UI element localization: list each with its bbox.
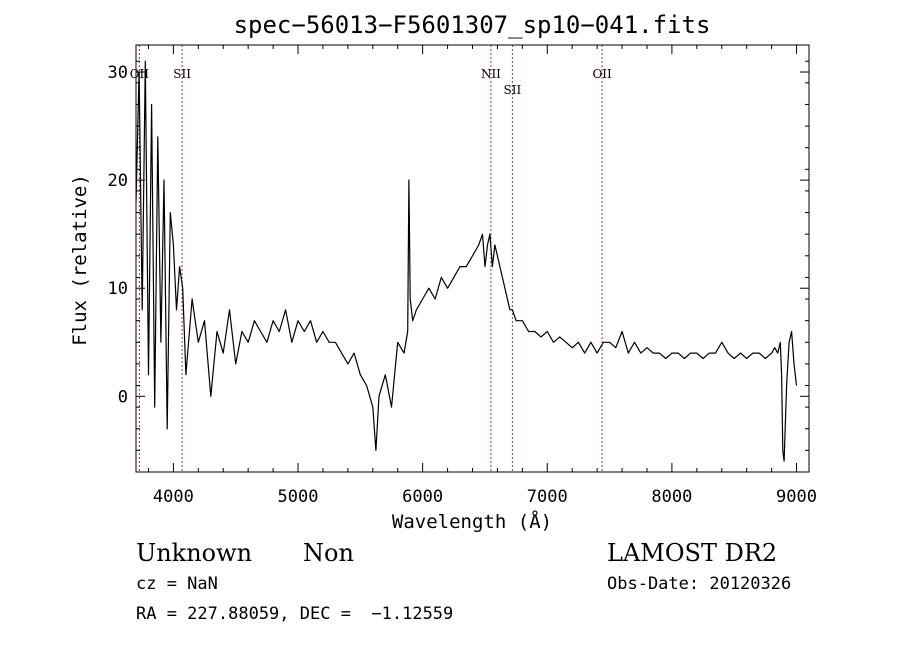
y-axis-label: Flux (relative): [69, 174, 91, 346]
marker-label-1: SII: [173, 67, 191, 81]
x-axis-label: Wavelength (Å): [392, 510, 552, 533]
x-tick-label-2: 6000: [402, 487, 443, 507]
chart-title: spec−56013−F5601307_sp10−041.fits: [234, 11, 711, 39]
y-tick-label-1: 10: [108, 279, 128, 299]
cz-value: cz = NaN: [136, 574, 218, 594]
obs-date: Obs-Date: 20120326: [607, 574, 792, 594]
x-tick-label-3: 7000: [527, 487, 568, 507]
ra-dec: RA = 227.88059, DEC = −1.12559: [136, 604, 454, 624]
spectrum-line-0: [136, 60, 798, 462]
class-label: Unknown: [136, 539, 253, 567]
plot-frame: [135, 44, 810, 473]
x-tick-label-5: 9000: [776, 487, 817, 507]
marker-label-2: NII: [481, 67, 501, 81]
marker-label-4: OII: [592, 67, 612, 81]
survey-label: LAMOST DR2: [607, 539, 778, 567]
x-tick-label-4: 8000: [651, 487, 692, 507]
subclass-label: Non: [303, 539, 354, 567]
x-tick-label-0: 4000: [153, 487, 194, 507]
y-tick-label-3: 30: [108, 63, 128, 83]
x-tick-label-1: 5000: [278, 487, 319, 507]
marker-label-3: SII: [504, 83, 522, 97]
y-tick-label-0: 0: [118, 387, 128, 407]
y-tick-label-2: 20: [108, 171, 128, 191]
